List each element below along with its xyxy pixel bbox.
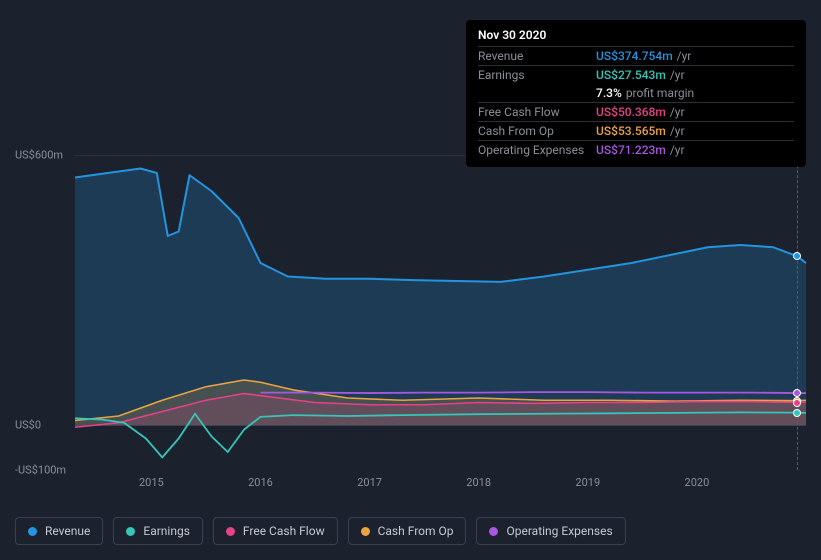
hover-marker xyxy=(793,409,801,417)
x-axis-label: 2016 xyxy=(248,476,273,489)
earnings-revenue-chart[interactable]: US$600mUS$0-US$100m 20152016201720182019… xyxy=(15,155,806,470)
tooltip-row-value: US$50.368m xyxy=(596,105,666,119)
tooltip-row-unit: profit margin xyxy=(626,86,694,100)
tooltip-row-unit: /yr xyxy=(670,105,685,119)
legend-item[interactable]: Revenue xyxy=(15,517,103,545)
hover-marker xyxy=(793,252,801,260)
legend-item-label: Cash From Op xyxy=(378,524,454,538)
series-area xyxy=(75,169,806,426)
tooltip-row-unit: /yr xyxy=(670,143,685,157)
legend-item[interactable]: Earnings xyxy=(113,517,203,545)
x-axis-label: 2020 xyxy=(685,476,710,489)
tooltip-row-unit: /yr xyxy=(677,49,692,63)
tooltip-row: 7.3% profit margin xyxy=(478,84,794,102)
legend-item-label: Free Cash Flow xyxy=(243,524,325,538)
tooltip-date: Nov 30 2020 xyxy=(478,28,794,46)
tooltip-row-label: Revenue xyxy=(478,49,596,63)
chart-legend: Revenue Earnings Free Cash Flow Cash From O… xyxy=(15,517,626,545)
legend-item-label: Revenue xyxy=(45,524,90,538)
legend-dot-icon xyxy=(126,527,135,536)
tooltip-row: Operating ExpensesUS$71.223m/yr xyxy=(478,140,794,159)
tooltip-row-value: US$53.565m xyxy=(596,124,666,138)
legend-item[interactable]: Free Cash Flow xyxy=(213,517,338,545)
tooltip-row: Free Cash FlowUS$50.368m/yr xyxy=(478,102,794,121)
tooltip-row: RevenueUS$374.754m/yr xyxy=(478,46,794,65)
legend-dot-icon xyxy=(226,527,235,536)
tooltip-row-label: Free Cash Flow xyxy=(478,105,596,119)
tooltip-row-label: Earnings xyxy=(478,68,596,82)
series-line xyxy=(260,392,806,393)
y-axis-label: US$600m xyxy=(15,149,63,162)
tooltip-row-value: US$27.543m xyxy=(596,68,666,82)
x-axis-label: 2015 xyxy=(139,476,164,489)
plot-area[interactable] xyxy=(75,155,806,470)
chart-series-svg xyxy=(75,155,806,470)
tooltip-row-value: 7.3% xyxy=(596,86,622,100)
tooltip-row-unit: /yr xyxy=(670,68,685,82)
tooltip-row-label: Cash From Op xyxy=(478,124,596,138)
legend-dot-icon xyxy=(28,527,37,536)
legend-dot-icon xyxy=(489,527,498,536)
x-axis-label: 2017 xyxy=(357,476,382,489)
tooltip-row-value: US$71.223m xyxy=(596,143,666,157)
tooltip-row-label: Operating Expenses xyxy=(478,143,596,157)
tooltip-row: Cash From OpUS$53.565m/yr xyxy=(478,121,794,140)
x-axis-label: 2018 xyxy=(466,476,491,489)
chart-tooltip: Nov 30 2020 RevenueUS$374.754m/yrEarning… xyxy=(466,20,806,167)
tooltip-row-unit: /yr xyxy=(670,124,685,138)
legend-item-label: Earnings xyxy=(143,524,190,538)
legend-item[interactable]: Cash From Op xyxy=(348,517,467,545)
legend-item[interactable]: Operating Expenses xyxy=(476,517,625,545)
hover-marker xyxy=(793,399,801,407)
y-axis-label: US$0 xyxy=(15,419,41,432)
y-axis-label: -US$100m xyxy=(15,464,66,477)
legend-dot-icon xyxy=(361,527,370,536)
x-axis-label: 2019 xyxy=(575,476,600,489)
tooltip-row: EarningsUS$27.543m/yr xyxy=(478,65,794,84)
hover-indicator-line xyxy=(797,155,798,470)
legend-item-label: Operating Expenses xyxy=(506,524,612,538)
tooltip-row-value: US$374.754m xyxy=(596,49,673,63)
